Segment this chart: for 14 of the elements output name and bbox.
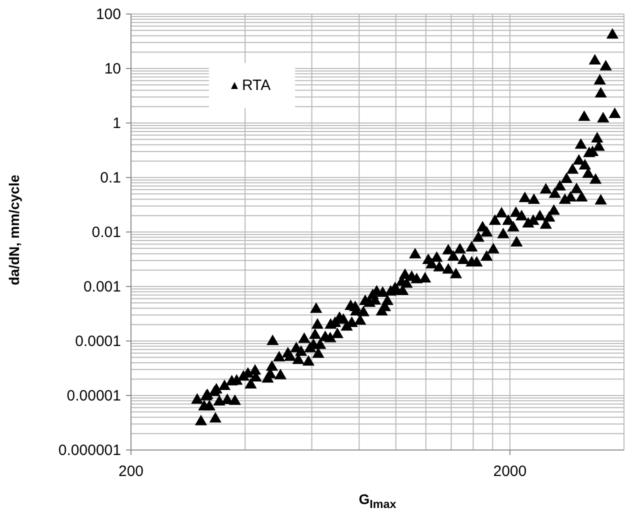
y-tick-label: 100 bbox=[96, 6, 121, 23]
y-tick-label: 0.000001 bbox=[58, 442, 121, 459]
y-tick-label: 0.00001 bbox=[66, 388, 121, 404]
y-tick-label: 1 bbox=[112, 115, 121, 132]
legend-label: RTA bbox=[242, 77, 271, 94]
y-tick-label: 0.1 bbox=[100, 170, 121, 186]
x-tick-label: 2000 bbox=[493, 463, 527, 480]
x-tick-label: 200 bbox=[118, 463, 144, 480]
y-tick-label: 0.01 bbox=[92, 224, 121, 241]
y-axis-title: da/dN, mm/cycle bbox=[6, 174, 22, 288]
y-tick-label: 0.001 bbox=[83, 278, 121, 296]
y-tick-label: 10 bbox=[104, 60, 121, 78]
y-tick-label: 0.0001 bbox=[75, 333, 121, 350]
x-axis-title: G$_{Imax}$ bbox=[358, 491, 398, 511]
